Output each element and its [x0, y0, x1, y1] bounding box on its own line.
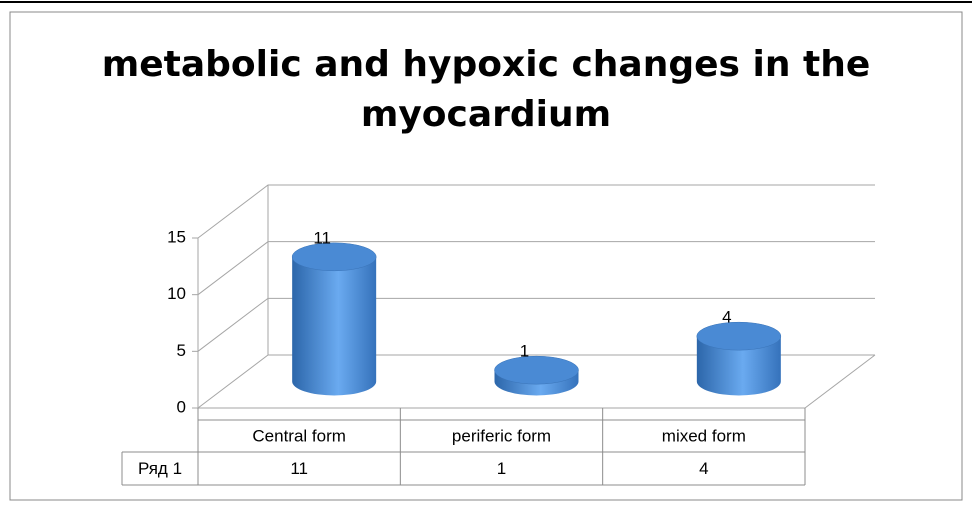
- table-value: 1: [497, 459, 506, 478]
- grid-line: [197, 354, 875, 409]
- title-box: metabolic and hypoxic changes in the myo…: [101, 44, 871, 135]
- bar: [494, 355, 579, 396]
- y-tick-label: 5: [177, 341, 186, 360]
- grid-line: [197, 184, 875, 239]
- table-value: 4: [699, 459, 708, 478]
- bar-top: [494, 355, 579, 385]
- data-label: 11: [313, 228, 331, 247]
- bar-body: [292, 256, 377, 396]
- x-tick-label: mixed form: [662, 426, 746, 445]
- table-value: 11: [290, 459, 308, 478]
- legend-label: Ряд 1: [138, 459, 182, 478]
- floor-side: [804, 354, 876, 409]
- grid-line: [197, 297, 875, 352]
- data-label: 4: [722, 308, 731, 327]
- y-tick-label: 15: [167, 227, 186, 246]
- y-tick-label: 0: [177, 397, 186, 416]
- bar: [291, 242, 377, 396]
- chart-title: metabolic and hypoxic changes in the myo…: [101, 44, 871, 135]
- x-tick-label: periferic form: [452, 426, 551, 445]
- x-tick-label: Central form: [252, 426, 346, 445]
- data-label: 1: [520, 342, 529, 361]
- bar: [696, 321, 782, 396]
- bar-body: [696, 336, 781, 396]
- chart-border: [9, 11, 963, 501]
- bar-top: [291, 242, 377, 272]
- grid-line: [197, 241, 875, 296]
- y-tick-label: 10: [167, 284, 186, 303]
- bar-top: [696, 321, 782, 351]
